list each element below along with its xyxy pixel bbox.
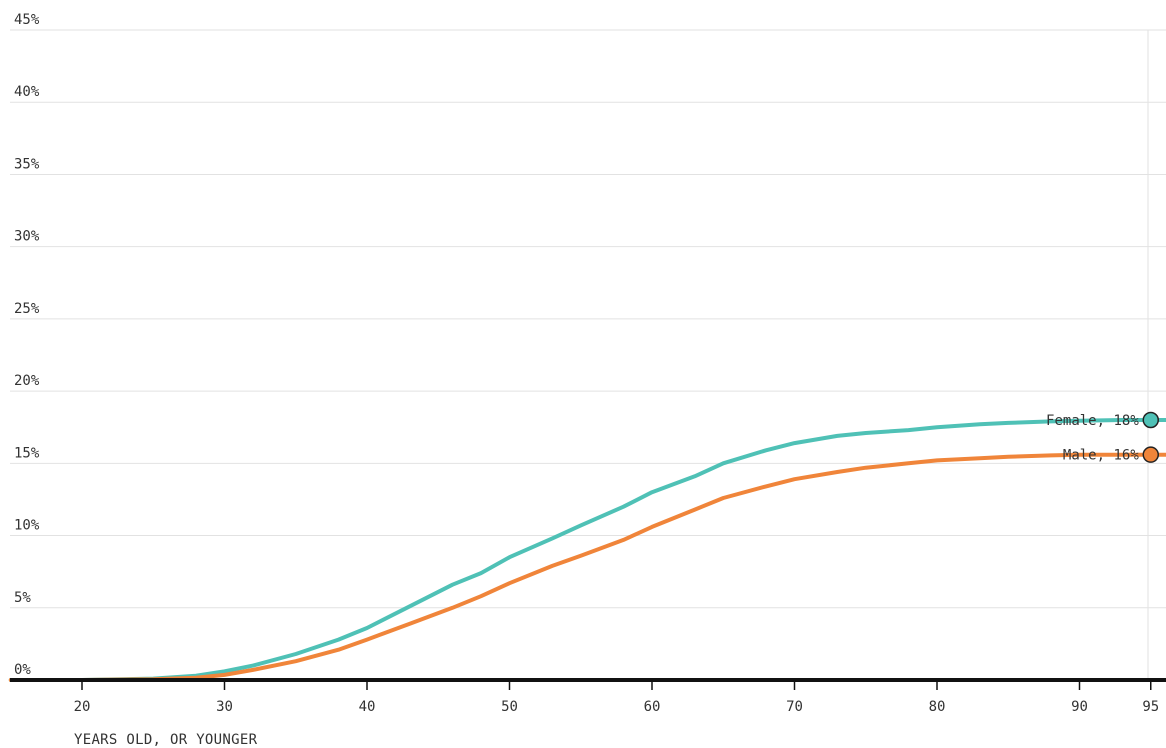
end-point-male <box>1142 446 1159 463</box>
y-tick-label-0: 0% <box>14 662 31 678</box>
x-tick-label-95: 95 <box>1142 699 1159 715</box>
end-point-female <box>1142 411 1159 429</box>
series-line-female <box>8 418 1166 682</box>
y-tick-label-15: 15% <box>14 445 40 461</box>
x-tick-label-30: 30 <box>216 699 233 715</box>
x-tick-label-20: 20 <box>74 699 91 715</box>
y-tick-label-10: 10% <box>14 518 40 534</box>
x-axis-title: YEARS OLD, OR YOUNGER <box>74 732 258 748</box>
series-line-male <box>8 452 1166 682</box>
y-tick-label-45: 45% <box>14 12 40 28</box>
gridlines <box>10 29 1166 680</box>
x-tick-label-70: 70 <box>786 699 803 715</box>
x-tick-label-90: 90 <box>1071 699 1088 715</box>
series-end-labels: Female, 18% Male, 16% <box>1046 411 1159 464</box>
series-lines <box>8 418 1166 682</box>
x-tick-label-80: 80 <box>929 699 946 715</box>
end-label-male: Male, 16% <box>1063 448 1139 464</box>
x-tick-label-60: 60 <box>644 699 661 715</box>
y-axis-tick-labels: 0% 5% 10% 15% 20% 25% 30% 35% 40% 45% <box>14 12 40 678</box>
x-tick-label-50: 50 <box>501 699 518 715</box>
y-tick-label-25: 25% <box>14 301 40 317</box>
end-label-female: Female, 18% <box>1046 413 1139 429</box>
y-tick-label-5: 5% <box>14 590 31 606</box>
x-axis-tick-labels: 20 30 40 50 60 70 80 90 95 <box>74 680 1159 715</box>
y-tick-label-35: 35% <box>14 156 40 172</box>
y-tick-label-20: 20% <box>14 373 40 389</box>
y-tick-label-40: 40% <box>14 84 40 100</box>
x-tick-label-40: 40 <box>359 699 376 715</box>
y-tick-label-30: 30% <box>14 229 40 245</box>
